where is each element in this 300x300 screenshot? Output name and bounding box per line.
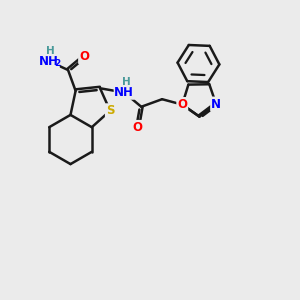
Text: NH: NH: [114, 86, 134, 99]
Text: 2: 2: [54, 59, 60, 68]
Text: S: S: [178, 98, 187, 111]
Text: H: H: [46, 46, 55, 56]
Text: S: S: [106, 104, 114, 117]
Text: O: O: [133, 121, 142, 134]
Text: O: O: [177, 98, 187, 111]
Text: H: H: [122, 77, 131, 87]
Text: NH: NH: [39, 55, 59, 68]
Text: N: N: [211, 98, 221, 110]
Text: O: O: [79, 50, 89, 63]
